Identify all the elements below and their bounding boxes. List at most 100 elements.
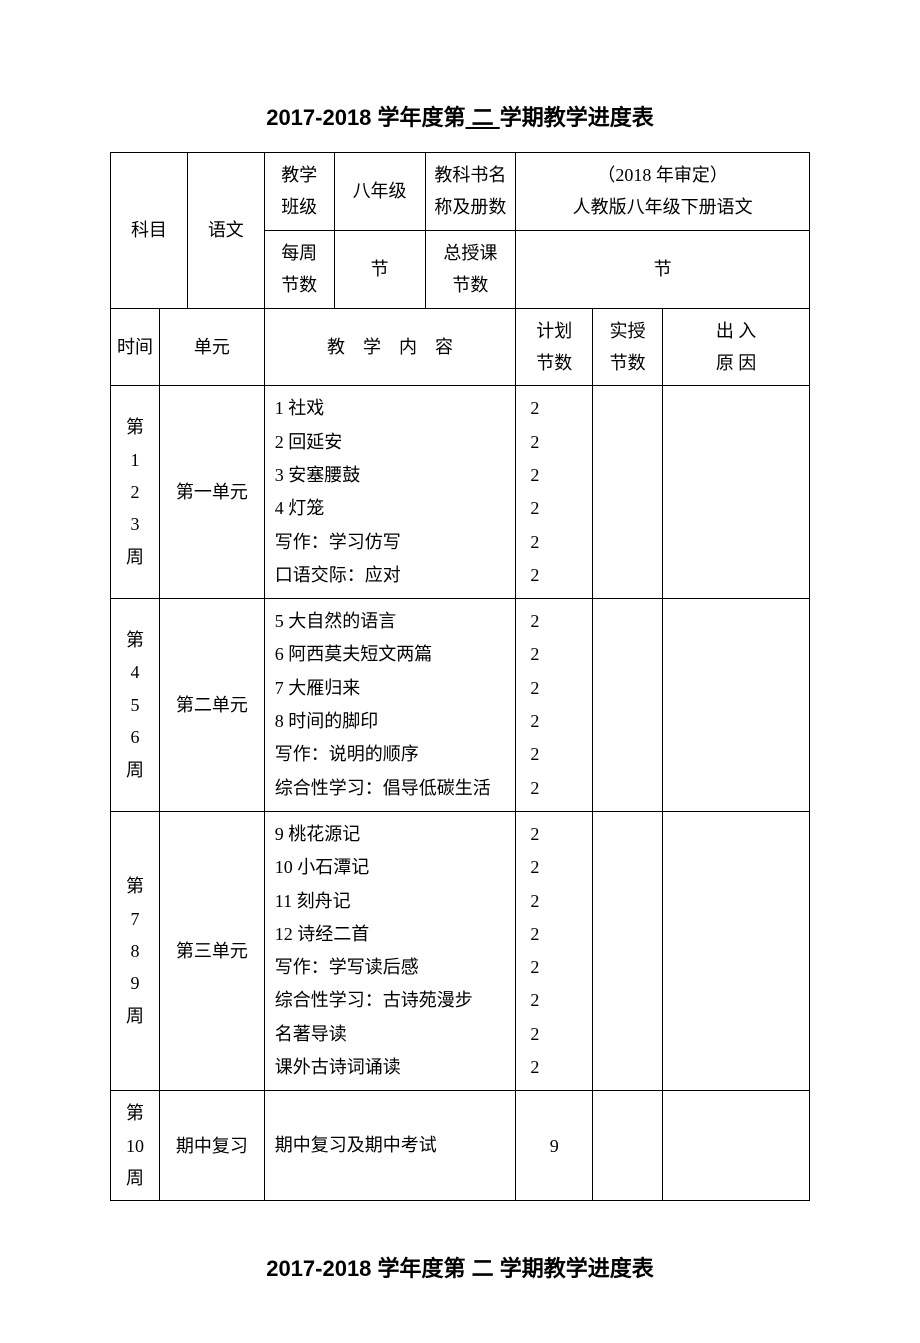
time-line: 3 (130, 508, 139, 540)
plan-line: 2 (530, 672, 588, 705)
time-line: 10 (126, 1130, 144, 1162)
title2-prefix: 2017-2018 学年度第 (266, 1256, 465, 1281)
plan-line: 2 (530, 492, 588, 525)
plan-line: 2 (530, 559, 588, 592)
title-suffix: 学期教学进度表 (500, 105, 654, 130)
content-line: 综合性学习：倡导低碳生活 (275, 772, 512, 805)
plan-line: 2 (530, 605, 588, 638)
reason-cell (663, 386, 810, 599)
time-stack-1: 第456周 (115, 624, 155, 786)
actual-cell (593, 811, 663, 1090)
unit-header: 单元 (159, 308, 264, 386)
unit-cell: 第一单元 (159, 386, 264, 599)
time-stack-3: 第10周 (115, 1097, 155, 1194)
content-line: 4 灯笼 (275, 492, 512, 525)
time-line: 周 (126, 1000, 144, 1032)
time-header: 时间 (111, 308, 160, 386)
reason-header: 出 入 原 因 (663, 308, 810, 386)
plan-line: 2 (530, 851, 588, 884)
class-label-l1: 教学 (281, 159, 317, 191)
time-line: 9 (130, 967, 139, 999)
plan-line: 2 (530, 885, 588, 918)
plan-line: 2 (530, 738, 588, 771)
plan-cell-3: 9 (516, 1091, 593, 1201)
book-value: （2018 年审定） 人教版八年级下册语文 (516, 153, 810, 231)
content-line: 10 小石潭记 (275, 851, 512, 884)
content-line: 写作：学习仿写 (275, 526, 512, 559)
time-stack-0: 第123周 (115, 411, 155, 573)
actual-cell (593, 599, 663, 812)
table-row: 第456周 第二单元 5 大自然的语言6 阿西莫夫短文两篇7 大雁归来8 时间的… (111, 599, 810, 812)
time-line: 周 (126, 541, 144, 573)
book-value-l2: 人教版八年级下册语文 (573, 191, 753, 223)
content-cell-3: 期中复习及期中考试 (264, 1091, 516, 1201)
total-value: 节 (516, 230, 810, 308)
plan-line: 2 (530, 459, 588, 492)
plan-line: 2 (530, 1051, 588, 1084)
unit-cell: 第二单元 (159, 599, 264, 812)
unit-cell: 期中复习 (159, 1091, 264, 1201)
content-line: 11 刻舟记 (275, 885, 512, 918)
reason-cell (663, 599, 810, 812)
book-label-l1: 教科书名 (434, 159, 506, 191)
time-line: 5 (130, 689, 139, 721)
time-line: 第 (126, 411, 144, 443)
time-cell: 第456周 (111, 599, 160, 812)
schedule-table: 科目 语文 教学 班级 八年级 教科书名 称及册数 （2018 年审定） 人教版… (110, 152, 810, 1201)
content-line: 2 回延安 (275, 426, 512, 459)
time-cell: 第789周 (111, 811, 160, 1090)
reason-cell (663, 811, 810, 1090)
content-line: 12 诗经二首 (275, 918, 512, 951)
time-line: 6 (130, 721, 139, 753)
time-line: 第 (126, 1097, 144, 1129)
plan-line: 2 (530, 426, 588, 459)
actual-header-l1: 实授 (610, 315, 646, 347)
plan-header-l2: 节数 (536, 347, 572, 379)
content-cell-0: 1 社戏2 回延安3 安塞腰鼓4 灯笼写作：学习仿写口语交际：应对 (264, 386, 516, 599)
weekly-label: 每周 节数 (264, 230, 334, 308)
plan-line: 2 (530, 772, 588, 805)
title-underline: 二 (466, 105, 500, 130)
title2-underline: 二 (466, 1256, 500, 1281)
class-label-l2: 班级 (281, 191, 317, 223)
reason-cell (663, 1091, 810, 1201)
title-prefix: 2017-2018 学年度第 (266, 105, 465, 130)
weekly-value: 节 (334, 230, 425, 308)
time-line: 2 (130, 476, 139, 508)
plan-cell-1: 222222 (516, 599, 593, 812)
content-line: 课外古诗词诵读 (275, 1051, 512, 1084)
time-line: 8 (130, 935, 139, 967)
content-line: 6 阿西莫夫短文两篇 (275, 638, 512, 671)
time-line: 7 (130, 903, 139, 935)
actual-cell (593, 1091, 663, 1201)
actual-cell (593, 386, 663, 599)
plan-cell-0: 222222 (516, 386, 593, 599)
time-line: 第 (126, 870, 144, 902)
time-line: 周 (126, 754, 144, 786)
unit-cell: 第三单元 (159, 811, 264, 1090)
plan-line: 2 (530, 984, 588, 1017)
class-value: 八年级 (334, 153, 425, 231)
plan-header: 计划 节数 (516, 308, 593, 386)
plan-line: 2 (530, 705, 588, 738)
time-line: 4 (130, 656, 139, 688)
content-line: 7 大雁归来 (275, 672, 512, 705)
page-title: 2017-2018 学年度第 二 学期教学进度表 (110, 100, 810, 132)
subject-value: 语文 (187, 153, 264, 309)
table-row: 第123周 第一单元 1 社戏2 回延安3 安塞腰鼓4 灯笼写作：学习仿写口语交… (111, 386, 810, 599)
time-stack-2: 第789周 (115, 870, 155, 1032)
content-line: 3 安塞腰鼓 (275, 459, 512, 492)
plan-cell-2: 22222222 (516, 811, 593, 1090)
plan-line: 2 (530, 392, 588, 425)
class-label: 教学 班级 (264, 153, 334, 231)
actual-header-l2: 节数 (610, 347, 646, 379)
content-cell-1: 5 大自然的语言6 阿西莫夫短文两篇7 大雁归来8 时间的脚印写作：说明的顺序综… (264, 599, 516, 812)
table-row: 第10周 期中复习 期中复习及期中考试 9 (111, 1091, 810, 1201)
content-line: 写作：学写读后感 (275, 951, 512, 984)
title2-suffix: 学期教学进度表 (500, 1256, 654, 1281)
content-line: 名著导读 (275, 1018, 512, 1051)
content-line: 5 大自然的语言 (275, 605, 512, 638)
plan-line: 2 (530, 818, 588, 851)
page-title-2: 2017-2018 学年度第 二 学期教学进度表 (110, 1251, 810, 1283)
time-line: 周 (126, 1162, 144, 1194)
